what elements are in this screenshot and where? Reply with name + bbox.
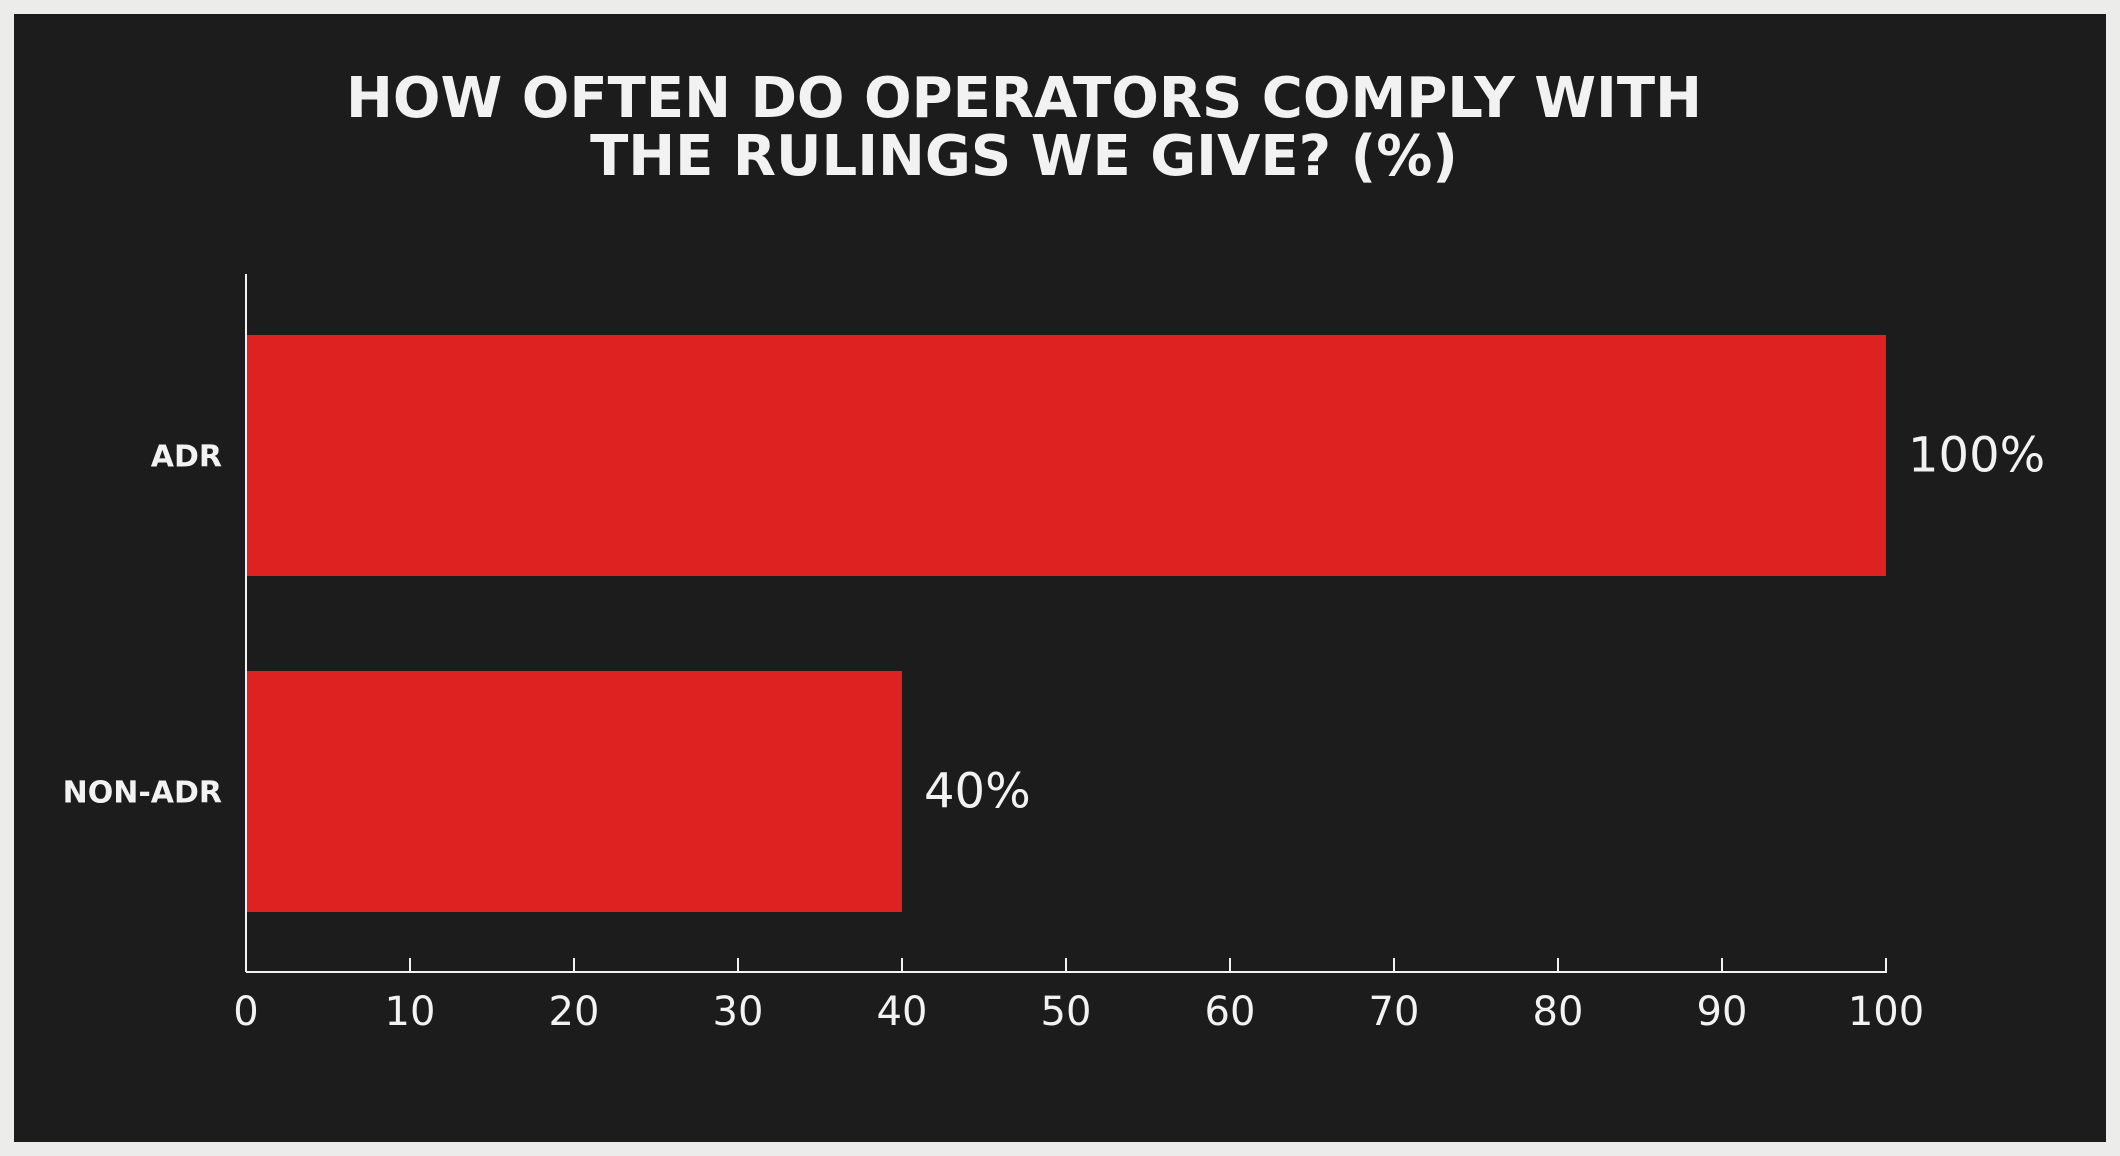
chart-frame: HOW OFTEN DO OPERATORS COMPLY WITH THE R… <box>14 14 2106 1142</box>
x-tick-label: 30 <box>713 989 764 1035</box>
bar <box>246 671 902 912</box>
data-label: 100% <box>1908 428 2045 484</box>
x-tick-label: 70 <box>1369 989 1420 1035</box>
category-label: ADR <box>151 440 222 475</box>
x-tick-label: 80 <box>1533 989 1584 1035</box>
x-tick-label: 20 <box>549 989 600 1035</box>
x-tick-label: 0 <box>233 989 258 1035</box>
data-label: 40% <box>924 764 1031 820</box>
category-label: NON-ADR <box>63 776 222 811</box>
bar-chart: HOW OFTEN DO OPERATORS COMPLY WITH THE R… <box>63 66 2046 1035</box>
chart-title-line-2: THE RULINGS WE GIVE? (%) <box>590 124 1458 189</box>
bar <box>246 335 1886 576</box>
x-tick-label: 40 <box>877 989 928 1035</box>
chart-title-line-1: HOW OFTEN DO OPERATORS COMPLY WITH <box>346 66 1702 131</box>
x-tick-label: 90 <box>1697 989 1748 1035</box>
plot-area: ADR 100% NON-ADR 40% 0 10 20 30 40 50 60 70 80 90 100 <box>63 274 2045 1035</box>
x-tick-label: 10 <box>385 989 436 1035</box>
x-tick-label: 50 <box>1041 989 1092 1035</box>
x-tick-label: 60 <box>1205 989 1256 1035</box>
x-tick-label: 100 <box>1848 989 1924 1035</box>
